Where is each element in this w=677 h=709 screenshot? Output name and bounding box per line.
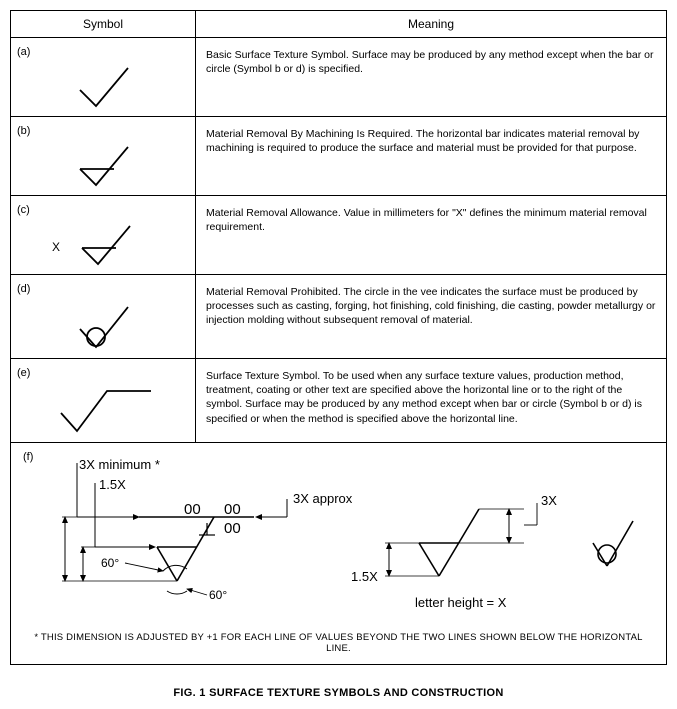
header-meaning: Meaning bbox=[196, 11, 667, 38]
d1-60b: 60° bbox=[209, 588, 227, 602]
d1-60a: 60° bbox=[101, 556, 119, 570]
row-e: (e) Surface Texture Symbol. To be used w… bbox=[11, 359, 667, 443]
symbol-c-check-bar-x-icon bbox=[48, 220, 158, 270]
row-c: (c) X Material Removal Allowance. Value … bbox=[11, 196, 667, 275]
d1-1p5x: 1.5X bbox=[99, 477, 126, 492]
row-d-meaning: Material Removal Prohibited. The circle … bbox=[196, 275, 667, 359]
row-f-label: (f) bbox=[17, 447, 47, 467]
symbol-a-check-icon bbox=[58, 62, 148, 112]
row-b-meaning: Material Removal By Machining Is Require… bbox=[196, 117, 667, 196]
row-e-meaning: Surface Texture Symbol. To be used when … bbox=[196, 359, 667, 443]
d2-1p5x: 1.5X bbox=[351, 569, 378, 584]
d1-00b: 00 bbox=[224, 501, 241, 518]
row-c-label: (c) bbox=[11, 200, 41, 220]
row-a: (a) Basic Surface Texture Symbol. Surfac… bbox=[11, 38, 667, 117]
d3-symbol-circle-icon bbox=[593, 521, 633, 566]
row-a-label: (a) bbox=[11, 42, 41, 62]
d2-3x-approx: 3X approx bbox=[293, 491, 353, 506]
symbol-d-check-circle-icon bbox=[58, 299, 148, 354]
d1-00a: 00 bbox=[184, 501, 201, 518]
row-e-label: (e) bbox=[11, 363, 41, 383]
row-c-x: X bbox=[52, 240, 60, 254]
row-f: (f) 3X minimum * bbox=[11, 443, 667, 665]
symbols-table: Symbol Meaning (a) Basic Surface Texture… bbox=[10, 10, 667, 665]
symbol-e-check-tail-icon bbox=[43, 383, 163, 438]
diagram-footnote: * THIS DIMENSION IS ADJUSTED BY +1 FOR E… bbox=[21, 632, 656, 654]
d2-3x: 3X bbox=[541, 493, 557, 508]
d1-00c: 00 bbox=[224, 520, 241, 537]
header-symbol: Symbol bbox=[11, 11, 196, 38]
row-c-meaning: Material Removal Allowance. Value in mil… bbox=[196, 196, 667, 275]
construction-diagram: 3X minimum * 1.5X 00 bbox=[29, 451, 649, 626]
row-a-meaning: Basic Surface Texture Symbol. Surface ma… bbox=[196, 38, 667, 117]
d2-letter: letter height = X bbox=[415, 595, 507, 610]
row-b-label: (b) bbox=[11, 121, 41, 141]
d1-3x-min: 3X minimum * bbox=[79, 457, 160, 472]
symbol-b-check-bar-icon bbox=[58, 141, 148, 191]
figure-caption: FIG. 1 SURFACE TEXTURE SYMBOLS AND CONST… bbox=[10, 687, 667, 699]
row-d-label: (d) bbox=[11, 279, 41, 299]
row-b: (b) Material Removal By Machining Is Req… bbox=[11, 117, 667, 196]
row-d: (d) Material Removal Prohibited. The cir… bbox=[11, 275, 667, 359]
